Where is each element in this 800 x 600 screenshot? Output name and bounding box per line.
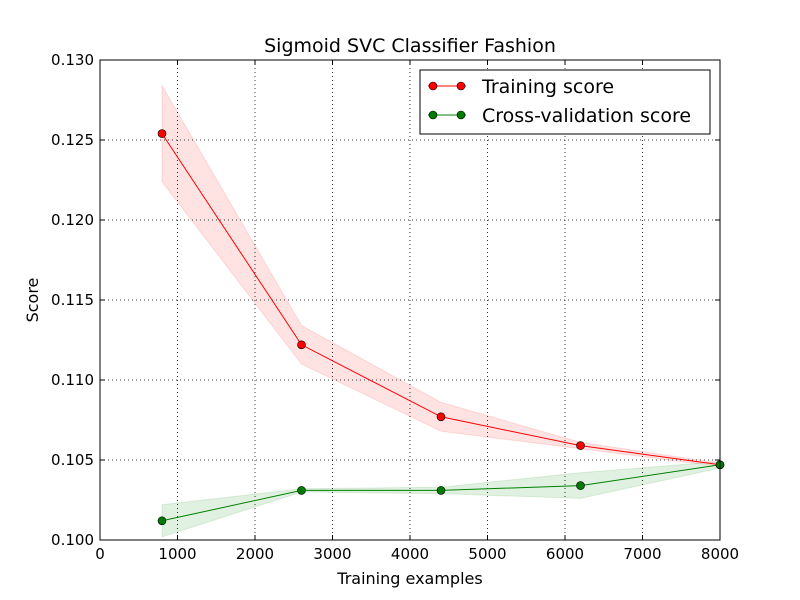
legend-box — [419, 69, 711, 135]
y-axis-label: Score — [23, 278, 42, 323]
legend-label-cv: Cross-validation score — [482, 105, 691, 127]
data-point-0 — [157, 129, 167, 138]
x-axis-label: Training examples — [336, 569, 482, 588]
legend-marker-training — [428, 81, 438, 91]
x-tick-label: 8000 — [701, 545, 739, 563]
y-tick-label: 0.100 — [51, 531, 94, 549]
data-point-0 — [576, 441, 585, 450]
y-tick-label: 0.125 — [51, 131, 94, 149]
y-tick-label: 0.105 — [51, 451, 94, 469]
legend-marker-cv — [456, 110, 466, 120]
y-tick-label: 0.120 — [51, 211, 94, 229]
axis-ticks — [99, 59, 721, 541]
tick-labels: 0 1000 2000 3000 4000 5000 6000 7000 8000 0.100 0.… — [51, 51, 739, 563]
x-tick-label: 3000 — [313, 545, 351, 563]
legend-marker-training — [456, 81, 466, 91]
legend-label-training: Training score — [481, 76, 614, 98]
legend-marker-cv — [428, 110, 438, 120]
x-tick-label: 1000 — [158, 545, 196, 563]
data-point-0 — [297, 340, 306, 350]
data-point-0 — [436, 412, 446, 422]
chart-title: Sigmoid SVC Classifier Fashion — [264, 35, 556, 57]
series-markers — [157, 129, 725, 526]
data-point-1 — [576, 481, 585, 490]
x-tick-label: 4000 — [391, 545, 429, 563]
legend: Training score Cross-validation score — [419, 69, 711, 135]
x-tick-label: 5000 — [468, 545, 506, 563]
data-point-1 — [436, 486, 446, 495]
y-tick-label: 0.130 — [51, 51, 94, 69]
y-tick-label: 0.115 — [51, 291, 94, 309]
x-tick-label: 7000 — [623, 545, 661, 563]
data-point-1 — [297, 486, 306, 495]
y-tick-label: 0.110 — [51, 371, 94, 389]
x-tick-label: 2000 — [236, 545, 274, 563]
x-tick-label: 6000 — [546, 545, 584, 563]
data-point-1 — [157, 516, 167, 526]
x-tick-label: 0 — [95, 545, 105, 563]
grid-lines — [100, 60, 720, 540]
